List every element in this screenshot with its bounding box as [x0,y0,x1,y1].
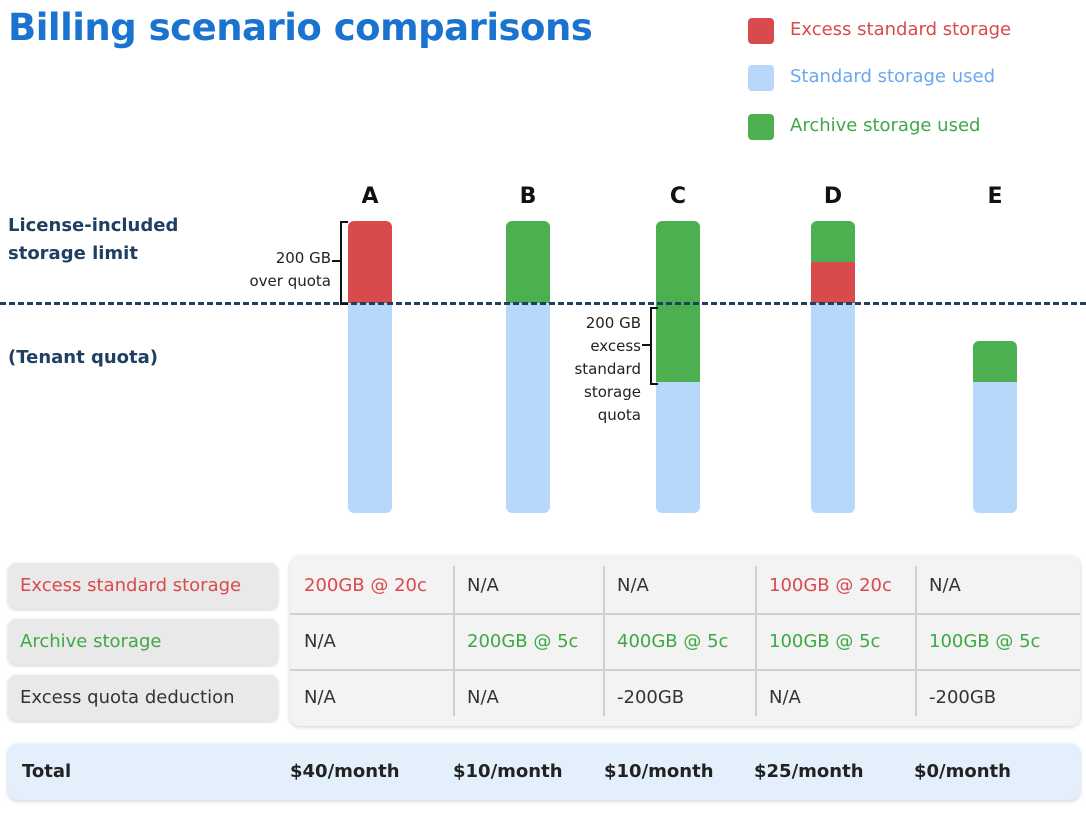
total-row: Total $40/month $10/month $10/month $25/… [8,744,1080,800]
bar-d-standard-segment [811,303,855,513]
table-divider [290,669,1080,671]
annotation-a: 200 GB over quota [220,247,332,293]
table-divider [290,613,1080,615]
table-cell: 100GB @ 5c [929,631,1041,652]
bar-a-excess-segment [348,221,392,303]
table-divider [453,566,455,716]
table-cell: N/A [769,687,801,708]
table-divider [915,566,917,716]
total-value-c: $10/month [604,761,714,782]
table-cell: -200GB [929,687,997,708]
annotation-c-line2: excess [590,337,641,355]
annotation-c-line5: quota [597,406,641,424]
bar-b-archive-segment [506,221,550,303]
table-cell: 200GB @ 20c [304,575,427,596]
legend-label-archive: Archive storage used [790,115,981,136]
bar-e-standard-segment [973,382,1017,513]
legend-swatch-standard [748,65,774,91]
row-label-archive: Archive storage [8,619,278,665]
annotation-a-line2: over quota [249,272,332,290]
annotation-c: 200 GB excess standard storage quota [540,312,641,427]
bar-c [656,221,700,513]
bar-c-archive-segment [656,221,700,382]
legend-swatch-excess [748,18,774,44]
column-letter-b: B [519,184,537,209]
storage-limit-line2: storage limit [8,243,138,264]
column-letter-a: A [361,184,379,209]
row-label-excess-standard: Excess standard storage [8,563,278,609]
column-letter-d: D [823,184,843,209]
bar-b [506,221,550,513]
legend-swatch-archive [748,114,774,140]
storage-limit-label: License-included storage limit [8,212,178,268]
page-title: Billing scenario comparisons [8,6,593,49]
table-cell: -200GB [617,687,685,708]
annotation-c-line1: 200 GB [585,314,641,332]
bar-d [811,221,855,513]
annotation-a-line1: 200 GB [275,249,331,267]
bar-c-standard-segment [656,382,700,513]
table-cell: N/A [467,687,499,708]
table-divider [603,566,605,716]
bracket-c-tick [642,344,650,346]
column-letter-e: E [987,184,1003,209]
bracket-a [340,221,348,305]
table-cell: 200GB @ 5c [467,631,579,652]
bar-a [348,221,392,513]
storage-limit-line1: License-included [8,215,179,236]
bar-a-standard-segment [348,303,392,513]
bar-d-excess-segment [811,262,855,303]
table-cell: 100GB @ 20c [769,575,892,596]
bar-e [973,341,1017,513]
total-value-a: $40/month [290,761,400,782]
total-label: Total [22,761,72,782]
table-cell: N/A [467,575,499,596]
row-label-excess-quota-deduction: Excess quota deduction [8,675,278,721]
legend-label-standard: Standard storage used [790,66,995,87]
bar-b-standard-segment [506,303,550,513]
table-cell: N/A [929,575,961,596]
tenant-quota-line [0,302,1086,305]
table-cell: 400GB @ 5c [617,631,729,652]
bracket-c [650,307,658,385]
legend-label-excess: Excess standard storage [790,19,1012,40]
tenant-quota-label: (Tenant quota) [8,347,159,368]
table-cell: 100GB @ 5c [769,631,881,652]
bracket-a-tick [332,260,340,262]
legend-item-excess: Excess standard storage [748,18,1078,48]
table-cell: N/A [304,631,336,652]
table-cell: N/A [304,687,336,708]
bar-d-archive-segment [811,221,855,262]
annotation-c-line4: storage [584,383,641,401]
legend-item-archive: Archive storage used [748,114,1078,144]
total-value-b: $10/month [453,761,563,782]
bar-e-archive-segment [973,341,1017,382]
annotation-c-line3: standard [574,360,641,378]
legend-item-standard: Standard storage used [748,65,1078,95]
total-value-e: $0/month [914,761,1011,782]
column-letter-c: C [669,184,687,209]
billing-table: 200GB @ 20c N/A N/A 100GB @ 20c N/A N/A … [290,556,1080,726]
table-cell: N/A [617,575,649,596]
table-divider [755,566,757,716]
total-value-d: $25/month [754,761,864,782]
